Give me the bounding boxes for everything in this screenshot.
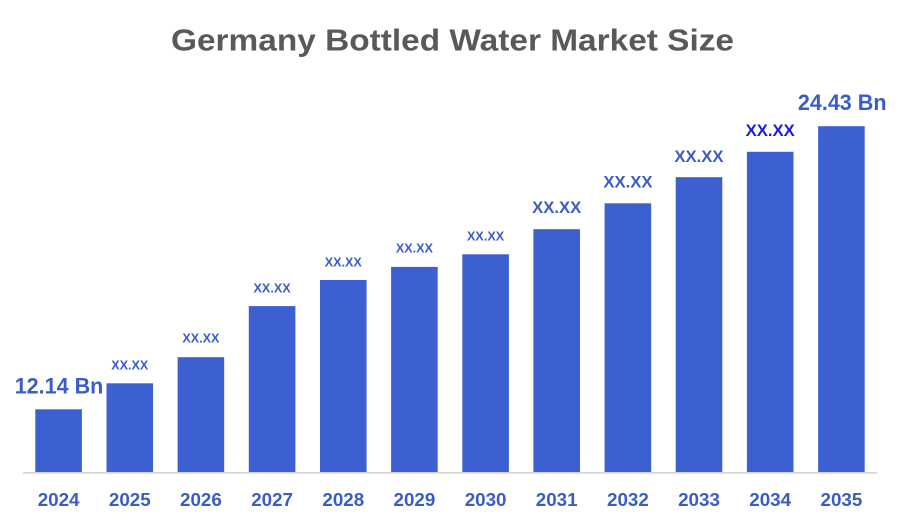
svg-text:XX.XX: XX.XX — [467, 229, 505, 243]
svg-text:2029: 2029 — [394, 489, 436, 510]
svg-text:2035: 2035 — [821, 489, 863, 510]
svg-text:2030: 2030 — [465, 489, 507, 510]
svg-text:2025: 2025 — [109, 489, 151, 510]
svg-text:XX.XX: XX.XX — [111, 358, 149, 372]
svg-text:XX.XX: XX.XX — [532, 198, 581, 217]
svg-text:XX.XX: XX.XX — [325, 255, 363, 269]
svg-text:XX.XX: XX.XX — [182, 331, 220, 345]
svg-text:2026: 2026 — [180, 489, 222, 510]
svg-text:XX.XX: XX.XX — [396, 241, 434, 255]
svg-text:2033: 2033 — [678, 489, 720, 510]
svg-text:24.43 Bn: 24.43 Bn — [798, 90, 887, 115]
svg-text:2027: 2027 — [251, 489, 293, 510]
svg-text:XX.XX: XX.XX — [674, 147, 723, 166]
svg-text:XX.XX: XX.XX — [746, 121, 795, 140]
svg-text:2034: 2034 — [749, 489, 791, 510]
svg-text:12.14 Bn: 12.14 Bn — [15, 374, 104, 399]
svg-text:XX.XX: XX.XX — [603, 173, 652, 192]
svg-text:2028: 2028 — [322, 489, 364, 510]
svg-text:2032: 2032 — [607, 489, 649, 510]
svg-text:2031: 2031 — [536, 489, 578, 510]
svg-text:XX.XX: XX.XX — [254, 281, 292, 295]
svg-text:2024: 2024 — [38, 489, 80, 510]
svg-text:Germany Bottled Water Market S: Germany Bottled Water Market Size — [171, 24, 734, 58]
